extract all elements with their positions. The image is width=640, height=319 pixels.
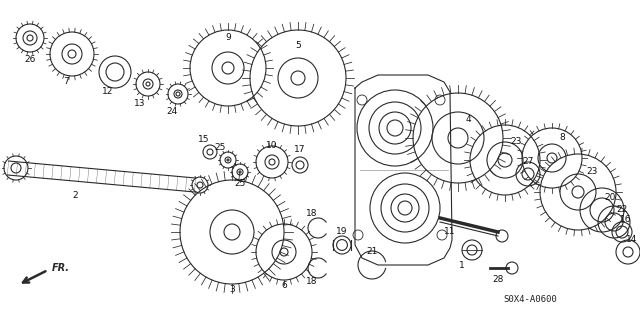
Text: 23: 23 (586, 167, 598, 176)
Text: 28: 28 (492, 276, 504, 285)
Text: 19: 19 (336, 227, 348, 236)
Text: 2: 2 (72, 190, 78, 199)
Text: 25: 25 (234, 179, 246, 188)
Text: S0X4-A0600: S0X4-A0600 (503, 295, 557, 305)
Text: 22: 22 (616, 205, 628, 214)
Text: 23: 23 (510, 137, 522, 146)
Text: 11: 11 (444, 227, 456, 236)
Text: 10: 10 (266, 140, 278, 150)
Text: 1: 1 (459, 261, 465, 270)
Text: 7: 7 (63, 78, 69, 86)
Text: 6: 6 (281, 280, 287, 290)
Text: 14: 14 (627, 235, 637, 244)
Text: 5: 5 (295, 41, 301, 49)
Text: 17: 17 (294, 145, 306, 154)
Text: 15: 15 (198, 136, 210, 145)
Text: 27: 27 (522, 158, 534, 167)
Text: 9: 9 (225, 33, 231, 42)
Text: 3: 3 (229, 286, 235, 294)
Text: 25: 25 (214, 144, 226, 152)
Text: 24: 24 (166, 108, 178, 116)
Text: 12: 12 (102, 87, 114, 97)
Text: 26: 26 (24, 56, 36, 64)
Text: FR.: FR. (52, 263, 70, 273)
Text: 16: 16 (620, 216, 632, 225)
Text: 8: 8 (559, 133, 565, 143)
Text: 20: 20 (604, 194, 616, 203)
Text: 18: 18 (307, 278, 317, 286)
Text: 18: 18 (307, 210, 317, 219)
Text: 21: 21 (366, 248, 378, 256)
Text: 13: 13 (134, 100, 146, 108)
Text: 4: 4 (465, 115, 471, 124)
